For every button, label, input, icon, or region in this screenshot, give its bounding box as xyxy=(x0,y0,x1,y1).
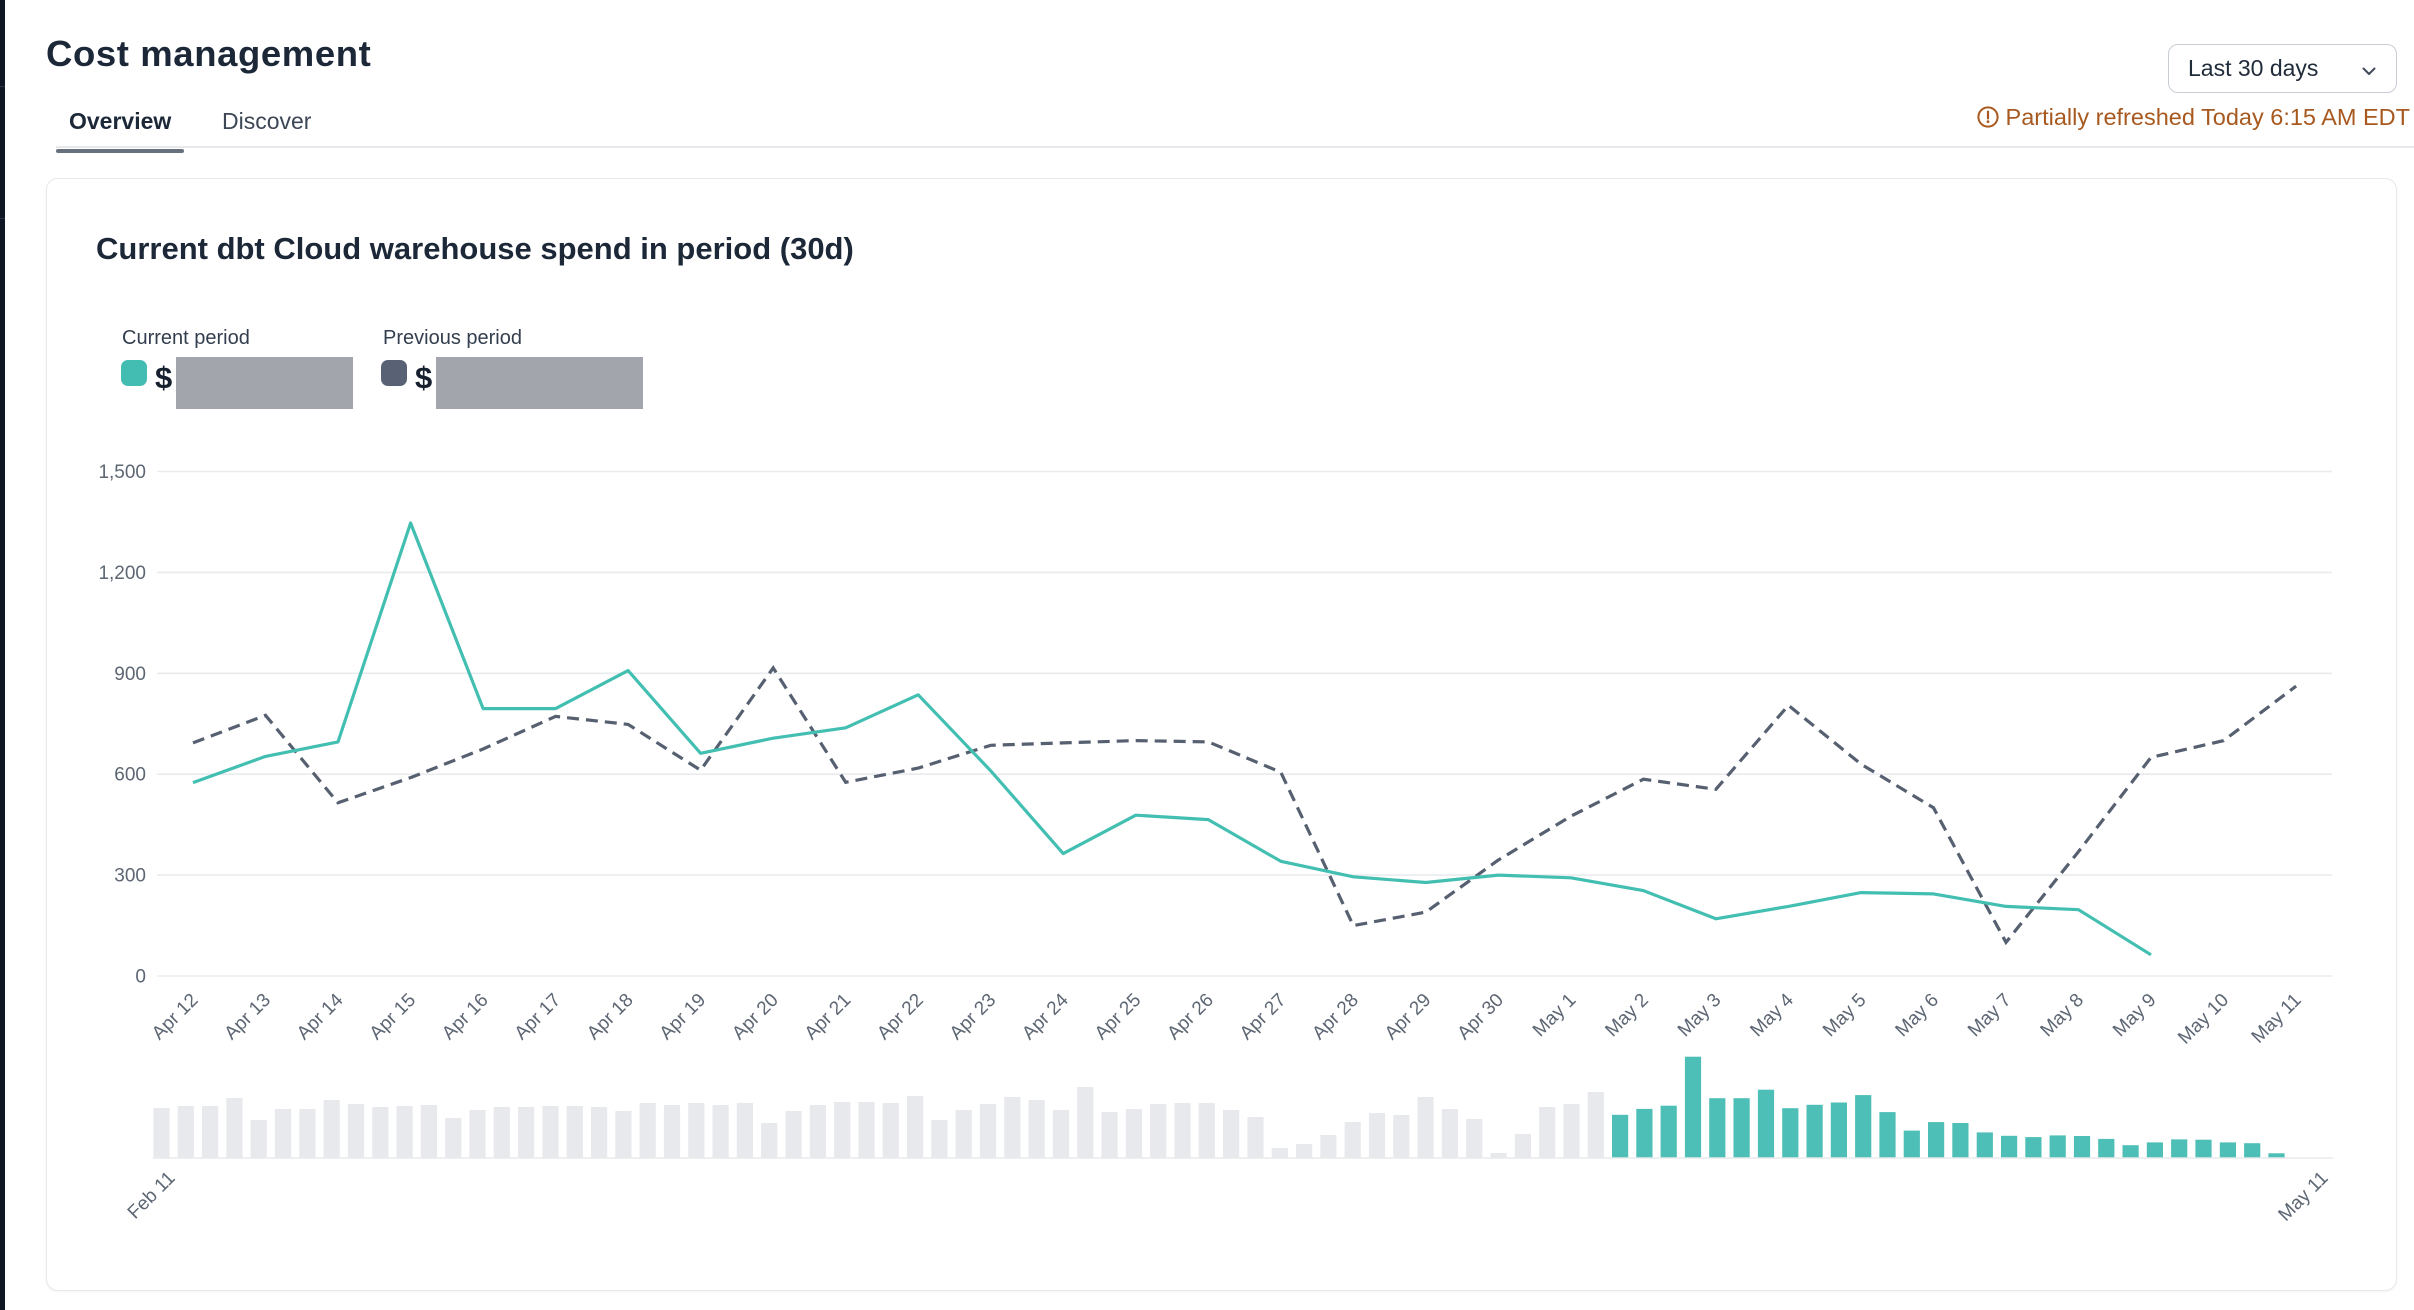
svg-text:May 1: May 1 xyxy=(1529,990,1580,1041)
svg-text:Apr 23: Apr 23 xyxy=(946,990,1000,1044)
svg-text:Apr 25: Apr 25 xyxy=(1091,990,1145,1044)
svg-text:Apr 17: Apr 17 xyxy=(511,990,565,1044)
svg-text:Apr 22: Apr 22 xyxy=(873,990,927,1044)
svg-text:Apr 20: Apr 20 xyxy=(728,990,782,1044)
svg-text:600: 600 xyxy=(114,765,146,786)
svg-text:Apr 15: Apr 15 xyxy=(366,990,420,1044)
svg-text:May 11: May 11 xyxy=(2248,990,2306,1048)
svg-text:Apr 26: Apr 26 xyxy=(1163,990,1217,1044)
svg-text:May 5: May 5 xyxy=(1819,990,1870,1041)
svg-text:May 9: May 9 xyxy=(2109,990,2160,1041)
svg-text:Apr 28: Apr 28 xyxy=(1308,990,1362,1044)
svg-text:May 6: May 6 xyxy=(1892,990,1943,1041)
svg-text:Apr 13: Apr 13 xyxy=(221,990,275,1044)
svg-text:Apr 27: Apr 27 xyxy=(1236,990,1290,1044)
svg-text:1,500: 1,500 xyxy=(98,462,146,483)
svg-text:Apr 18: Apr 18 xyxy=(583,990,637,1044)
svg-text:Apr 14: Apr 14 xyxy=(293,989,348,1044)
svg-text:Apr 12: Apr 12 xyxy=(148,990,202,1044)
svg-text:May 2: May 2 xyxy=(1601,990,1652,1041)
svg-text:May 4: May 4 xyxy=(1746,989,1798,1041)
svg-text:1,200: 1,200 xyxy=(98,563,146,584)
svg-text:May 7: May 7 xyxy=(1964,990,2015,1041)
svg-text:0: 0 xyxy=(135,967,146,988)
svg-text:Apr 30: Apr 30 xyxy=(1453,990,1507,1044)
svg-text:Apr 16: Apr 16 xyxy=(438,990,492,1044)
svg-text:May 8: May 8 xyxy=(2037,990,2088,1041)
svg-text:May 11: May 11 xyxy=(2275,1168,2333,1226)
svg-text:Feb 11: Feb 11 xyxy=(124,1168,180,1224)
svg-text:May 10: May 10 xyxy=(2174,990,2233,1049)
svg-text:May 3: May 3 xyxy=(1674,990,1725,1041)
svg-text:Apr 29: Apr 29 xyxy=(1381,990,1435,1044)
svg-text:900: 900 xyxy=(114,664,146,685)
svg-text:300: 300 xyxy=(114,866,146,887)
svg-text:Apr 21: Apr 21 xyxy=(801,990,855,1044)
svg-text:Apr 24: Apr 24 xyxy=(1018,989,1073,1044)
svg-text:Apr 19: Apr 19 xyxy=(656,990,710,1044)
